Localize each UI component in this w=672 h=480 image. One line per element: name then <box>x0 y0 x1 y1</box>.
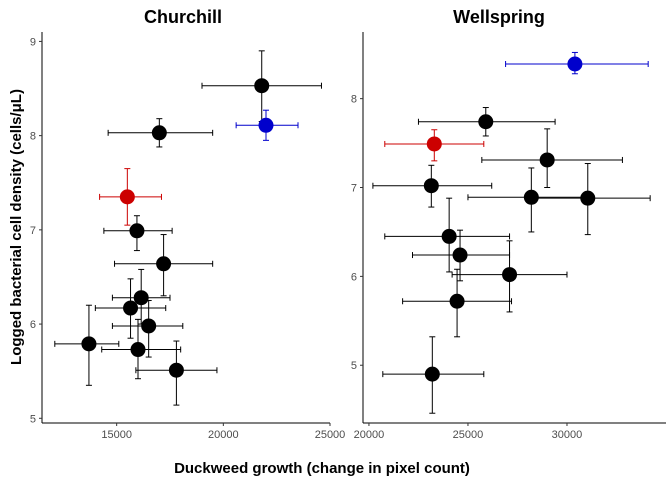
churchill-data-point <box>254 78 270 94</box>
wellspring-y-tick-label: 8 <box>351 94 357 106</box>
churchill-data-point <box>156 256 172 272</box>
churchill-data-point <box>119 189 135 205</box>
wellspring-data-point <box>426 136 442 152</box>
wellspring-y-tick-label: 5 <box>351 360 357 372</box>
wellspring-data-point <box>580 190 596 206</box>
wellspring-point-group <box>530 163 651 236</box>
wellspring-point-group <box>384 197 511 273</box>
churchill-data-point <box>129 223 145 239</box>
panel-title-wellspring: Wellspring <box>453 7 545 27</box>
panel-wellspring: Wellspring 20000 25000 30000 5 6 7 8 <box>351 7 666 441</box>
churchill-data-point <box>130 342 146 358</box>
churchill-point-group <box>94 278 167 339</box>
churchill-data-point <box>141 318 157 334</box>
churchill-y-tick-label: 9 <box>30 36 36 48</box>
churchill-point-group <box>103 215 173 252</box>
wellspring-data-point <box>424 366 440 382</box>
wellspring-data-point <box>449 293 465 309</box>
churchill-x-tick-label: 20000 <box>208 429 239 441</box>
wellspring-data-point <box>502 267 518 283</box>
panel-wellspring-axes <box>362 32 666 424</box>
churchill-point-group <box>54 304 120 386</box>
churchill-point-group <box>111 300 184 358</box>
wellspring-point-group <box>402 268 513 338</box>
churchill-points <box>54 50 322 406</box>
wellspring-point-group <box>372 164 493 208</box>
churchill-data-point <box>123 300 139 316</box>
churchill-point-group <box>135 340 218 406</box>
wellspring-x-tick-label: 20000 <box>354 429 385 441</box>
wellspring-data-point <box>423 178 439 194</box>
churchill-point-group <box>101 318 182 380</box>
churchill-y-tick-label: 8 <box>30 131 36 143</box>
panel-title-churchill: Churchill <box>144 7 222 27</box>
wellspring-data-point <box>567 56 583 72</box>
churchill-point-group <box>107 118 214 148</box>
panel-churchill: Churchill 15000 20000 25000 5 6 7 8 9 <box>30 7 345 441</box>
wellspring-points <box>372 51 651 414</box>
churchill-point-group <box>235 109 299 141</box>
churchill-x-tick-label: 15000 <box>101 429 132 441</box>
x-axis-label: Duckweed growth (change in pixel count) <box>174 460 470 477</box>
wellspring-data-point <box>452 247 468 263</box>
wellspring-data-point <box>478 114 494 130</box>
y-axis-label: Logged bacterial cell density (cells/μL) <box>8 89 25 365</box>
wellspring-point-group <box>481 128 623 189</box>
wellspring-ticks: 20000 25000 30000 5 6 7 8 <box>351 94 582 441</box>
wellspring-data-point <box>441 228 457 244</box>
wellspring-x-tick-label: 30000 <box>552 429 583 441</box>
churchill-data-point <box>258 117 274 133</box>
churchill-data-point <box>151 125 167 141</box>
wellspring-point-group <box>451 240 568 313</box>
wellspring-y-tick-label: 6 <box>351 271 357 283</box>
churchill-y-tick-label: 5 <box>30 413 36 425</box>
wellspring-point-group <box>384 129 485 162</box>
churchill-x-tick-label: 25000 <box>315 429 346 441</box>
churchill-ticks: 15000 20000 25000 5 6 7 8 9 <box>30 36 345 441</box>
churchill-y-tick-label: 6 <box>30 319 36 331</box>
wellspring-point-group <box>505 51 649 75</box>
wellspring-y-tick-label: 7 <box>351 183 357 195</box>
wellspring-point-group <box>382 336 485 414</box>
churchill-y-tick-label: 7 <box>30 225 36 237</box>
churchill-point-group <box>99 168 162 226</box>
churchill-point-group <box>111 268 171 325</box>
wellspring-x-tick-label: 25000 <box>453 429 484 441</box>
wellspring-point-group <box>417 107 556 137</box>
wellspring-data-point <box>539 152 555 168</box>
churchill-data-point <box>168 362 184 378</box>
wellspring-point-group <box>412 229 511 282</box>
panel-churchill-axes <box>41 32 330 424</box>
churchill-data-point <box>133 290 149 306</box>
churchill-data-point <box>81 336 97 352</box>
churchill-point-group <box>114 234 214 297</box>
